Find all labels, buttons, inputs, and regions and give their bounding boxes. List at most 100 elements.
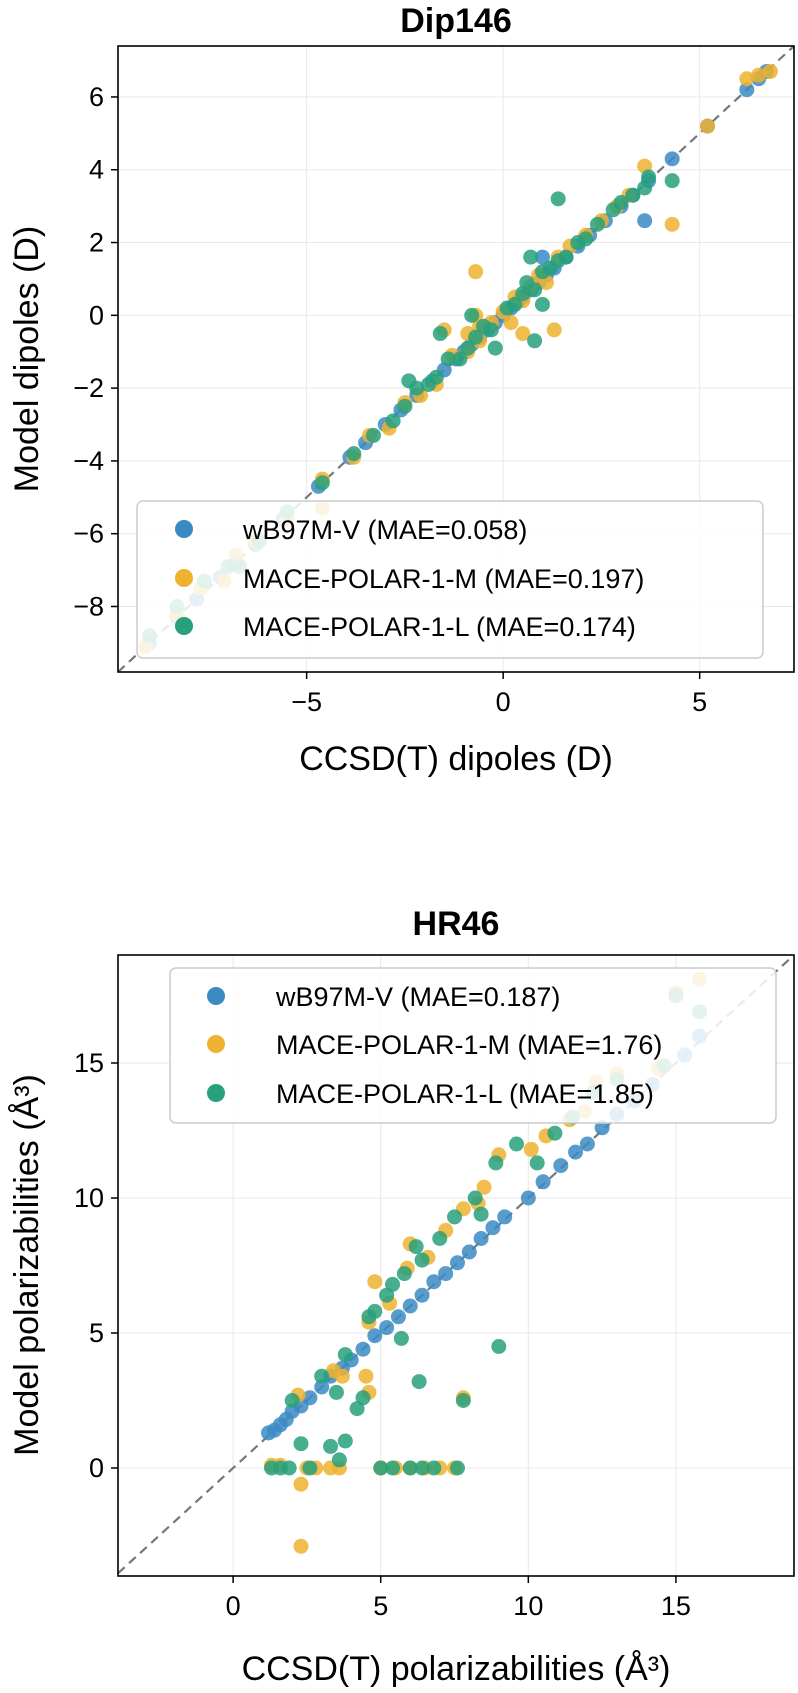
data-point xyxy=(568,1144,584,1160)
x-tick-label: 10 xyxy=(513,1591,543,1621)
axis-ticks: −5 0 5 −8 −6 −4 −2 0 2 4 6 xyxy=(73,82,707,717)
data-point xyxy=(464,307,480,323)
legend-marker-wb97m-v xyxy=(175,520,193,538)
legend-label-mace-polar-1-m: MACE-POLAR-1-M (MAE=0.197) xyxy=(243,564,644,594)
data-point xyxy=(408,1239,424,1255)
data-point xyxy=(284,1393,300,1408)
data-point xyxy=(523,249,539,265)
data-point xyxy=(367,1274,383,1290)
legend-marker-wb97m-v xyxy=(207,987,225,1005)
y-tick-label: 10 xyxy=(74,1183,104,1213)
legend-box xyxy=(169,967,777,1124)
data-point xyxy=(314,475,330,491)
y-tick-label: −4 xyxy=(73,446,104,476)
data-point xyxy=(491,1339,507,1354)
data-point xyxy=(397,398,413,414)
legend-label-mace-polar-1-m: MACE-POLAR-1-M (MAE=1.76) xyxy=(276,1030,662,1060)
y-tick-label: 5 xyxy=(89,1318,104,1348)
legend-label-mace-polar-1-l: MACE-POLAR-1-L (MAE=1.85) xyxy=(276,1079,654,1109)
data-point xyxy=(302,1460,318,1476)
data-point xyxy=(325,1363,341,1379)
y-axis-label: Model dipoles (D) xyxy=(8,226,46,492)
data-point xyxy=(488,1155,504,1171)
data-point xyxy=(414,1460,430,1476)
data-point xyxy=(323,1438,339,1454)
data-point xyxy=(461,1244,477,1260)
data-point xyxy=(546,322,562,338)
legend-marker-mace-polar-1-m xyxy=(207,1035,225,1053)
x-tick-label: 5 xyxy=(692,687,707,717)
x-axis-label: CCSD(T) dipoles (D) xyxy=(299,740,613,778)
data-point xyxy=(365,427,381,443)
data-point xyxy=(523,1141,539,1157)
data-point xyxy=(664,216,680,232)
x-tick-label: 0 xyxy=(496,687,511,717)
y-tick-label: 6 xyxy=(89,82,104,112)
data-point xyxy=(385,413,401,429)
data-point xyxy=(534,296,550,312)
data-point xyxy=(390,1309,406,1325)
data-point xyxy=(367,1303,383,1319)
data-point xyxy=(346,446,362,462)
legend: wB97M-V (MAE=0.187) MACE-POLAR-1-M (MAE=… xyxy=(169,967,777,1124)
data-point xyxy=(455,1393,471,1408)
data-point xyxy=(468,264,484,280)
data-point xyxy=(503,315,519,331)
dip146-chart: Dip146 −5 0 5 −8 −6 −4 −2 0 2 4 6 CCSD(T) dipoles … xyxy=(8,2,795,778)
data-point xyxy=(331,1452,347,1468)
y-axis-label: Model polarizabilities (Å³) xyxy=(8,1074,46,1456)
hr46-chart: HR46 0 5 10 15 0 5 10 15 CCSD(T) polarizabiliti… xyxy=(8,905,795,1688)
plot-frame xyxy=(117,45,795,673)
data-point xyxy=(637,213,653,229)
data-point xyxy=(739,82,755,98)
data-point xyxy=(476,1179,492,1195)
data-point xyxy=(578,231,594,247)
data-point xyxy=(509,1136,525,1152)
data-point xyxy=(396,1266,412,1282)
data-point xyxy=(558,249,574,265)
data-point xyxy=(473,1206,489,1222)
data-point xyxy=(739,71,755,87)
data-point xyxy=(402,1298,418,1314)
data-point xyxy=(373,1460,389,1476)
chart-title: Dip146 xyxy=(400,2,512,40)
data-point xyxy=(625,187,641,203)
data-point xyxy=(367,1328,383,1344)
data-point xyxy=(302,1390,318,1406)
data-point xyxy=(328,1384,344,1400)
legend-label-wb97m-v: wB97M-V (MAE=0.187) xyxy=(275,982,560,1012)
data-point xyxy=(487,340,503,356)
data-point xyxy=(589,216,605,232)
data-point xyxy=(507,296,523,312)
data-point xyxy=(379,1320,395,1336)
scatter-points xyxy=(261,971,708,1554)
y-tick-label: 0 xyxy=(89,300,104,330)
y-tick-label: 2 xyxy=(89,228,104,258)
x-tick-label: 15 xyxy=(661,1591,691,1621)
series-2 xyxy=(264,988,708,1476)
data-point xyxy=(641,169,657,185)
data-point xyxy=(432,1231,448,1246)
data-point xyxy=(385,1276,401,1292)
data-point xyxy=(664,173,680,189)
data-point xyxy=(467,1190,483,1206)
y-tick-label: 0 xyxy=(89,1453,104,1483)
axis-ticks: 0 5 10 15 0 5 10 15 xyxy=(74,1048,691,1621)
data-point xyxy=(547,1125,563,1141)
data-point xyxy=(440,351,456,367)
data-point xyxy=(449,1255,465,1271)
data-point xyxy=(515,326,531,342)
data-point xyxy=(426,1460,442,1476)
data-point xyxy=(401,373,417,389)
legend-label-mace-polar-1-l: MACE-POLAR-1-L (MAE=0.174) xyxy=(243,612,636,642)
data-point xyxy=(281,1460,297,1476)
data-point xyxy=(393,1330,409,1346)
data-point xyxy=(613,195,629,210)
data-point xyxy=(751,67,767,83)
y-tick-label: 4 xyxy=(89,155,104,185)
data-point xyxy=(594,1120,610,1136)
x-tick-label: −5 xyxy=(291,687,322,717)
data-point xyxy=(483,322,499,338)
data-point xyxy=(452,351,468,367)
